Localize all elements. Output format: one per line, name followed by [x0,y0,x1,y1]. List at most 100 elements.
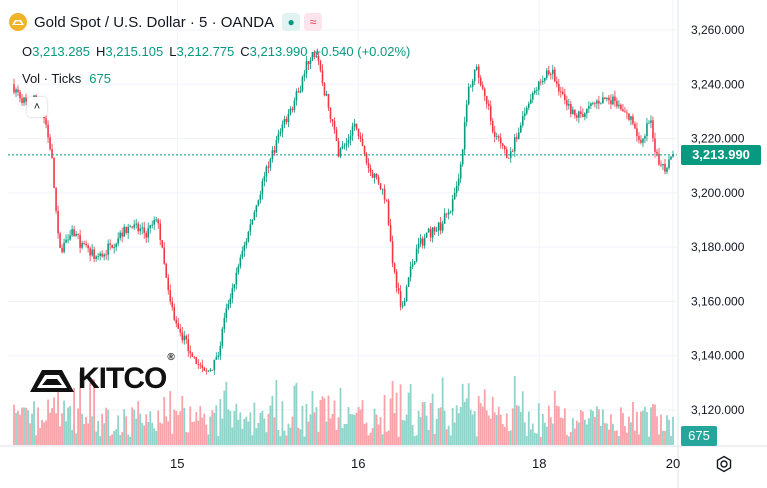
volume-bar [449,435,452,445]
candle-body [441,223,444,231]
volume-bar [83,424,86,445]
candle-body [437,222,440,231]
volume-bar [355,412,358,445]
collapse-legend-button[interactable]: ˄ [27,97,47,117]
volume-bar [387,430,390,445]
volume-bar [175,410,178,445]
volume-bar [469,409,472,445]
volume-bar [13,404,15,445]
volume-bar [187,432,190,445]
volume-bar [99,436,102,445]
candle-body [269,159,272,168]
candle-body [301,76,304,91]
candle-body [375,174,378,178]
candle-body [83,243,85,244]
candle-body [646,123,648,137]
candle-body [275,140,278,153]
candle-body [407,277,410,287]
volume-bar [221,418,224,445]
volume-bar [632,401,634,445]
candle-body [427,228,430,233]
candle-body [313,52,316,57]
candle-body [465,104,468,123]
volume-bar [503,426,506,445]
candle-body [592,103,594,105]
volume-bar [265,432,268,445]
candle-body [345,143,348,146]
volume-bar [397,436,400,445]
candle-body [586,108,588,114]
candle-body [135,223,137,225]
candle-body [660,164,662,166]
candle-body [493,131,496,137]
settings-gear-icon[interactable] [714,454,734,474]
volume-bar [628,416,630,445]
volume-bar [293,385,296,445]
volume-bar [605,423,608,445]
volume-bar [379,417,382,445]
volume-bar [353,414,356,445]
candle-body [81,243,83,248]
volume-bar [437,408,440,445]
volume-bar [263,418,266,445]
symbol-title[interactable]: Gold Spot / U.S. Dollar · 5 · OANDA [34,13,275,31]
candle-body [309,60,312,65]
volume-bar [281,401,284,445]
volume-bar [197,420,200,445]
volume-bar [35,435,37,445]
candle-body [447,212,450,215]
volume-bar [363,423,366,445]
candle-body [507,157,510,159]
candle-body [525,107,528,114]
volume-bar [666,415,668,445]
volume-bar [229,410,232,445]
candle-body [333,121,336,130]
volume-bar [37,407,39,445]
volume-bar [537,403,540,445]
high-value: 3,215.105 [105,44,164,59]
volume-bar [271,395,274,445]
volume-bar [231,427,234,445]
candlesticks [13,50,674,375]
candle-body [323,83,326,96]
volume-bar [409,384,412,445]
volume-bar [97,420,100,445]
candle-body [533,90,536,93]
volume-bar [557,406,560,445]
volume-bar [359,409,362,445]
volume-legend[interactable]: Vol · Ticks 675 [22,71,111,86]
volume-bar [217,435,220,445]
candle-body [562,91,564,95]
candle-body [580,111,582,115]
volume-bar [179,411,182,445]
volume-bar [131,407,134,445]
volume-bar [415,435,418,445]
volume-bar [451,407,454,445]
candle-body [293,100,296,110]
volume-bar [291,416,294,445]
candle-body [596,100,598,104]
candle-body [604,97,606,100]
candle-body [670,156,672,160]
candle-body [101,253,103,257]
candle-body [181,332,184,341]
volume-bar [327,395,330,445]
candle-body [610,100,612,105]
volume-bar [445,429,448,445]
volume-bar [29,423,31,445]
volume-bar [101,413,104,445]
candle-body [209,369,212,371]
compare-button[interactable]: ≈ [304,13,323,31]
volume-bar [561,418,564,445]
volume-bar [177,414,180,445]
candle-body [483,88,486,96]
volume-bar [51,408,53,445]
indicator-dot-button[interactable]: ● [282,13,301,31]
candle-body [469,86,472,88]
time-axis[interactable]: 15 16 18 20 [170,456,680,471]
volume-bar [612,423,614,445]
candle-body [467,86,470,105]
volume-bar [419,417,422,445]
